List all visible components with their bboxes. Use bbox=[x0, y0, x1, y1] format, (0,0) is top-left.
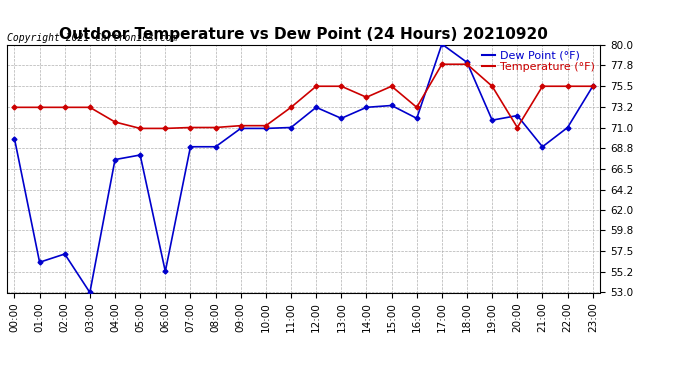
Temperature (°F) bbox=[564, 84, 572, 88]
Temperature (°F) bbox=[211, 125, 219, 130]
Dew Point (°F) bbox=[237, 126, 245, 130]
Dew Point (°F) bbox=[262, 126, 270, 130]
Dew Point (°F) bbox=[186, 144, 195, 149]
Temperature (°F) bbox=[362, 95, 371, 99]
Text: Copyright 2021 Cartronics.com: Copyright 2021 Cartronics.com bbox=[7, 33, 177, 42]
Temperature (°F) bbox=[111, 120, 119, 124]
Temperature (°F) bbox=[513, 125, 522, 130]
Dew Point (°F) bbox=[136, 153, 144, 157]
Temperature (°F) bbox=[388, 84, 396, 88]
Title: Outdoor Temperature vs Dew Point (24 Hours) 20210920: Outdoor Temperature vs Dew Point (24 Hou… bbox=[59, 27, 548, 42]
Dew Point (°F) bbox=[61, 252, 69, 256]
Dew Point (°F) bbox=[538, 144, 546, 149]
Temperature (°F) bbox=[186, 125, 195, 130]
Dew Point (°F) bbox=[413, 116, 421, 121]
Temperature (°F) bbox=[538, 84, 546, 88]
Temperature (°F) bbox=[61, 105, 69, 110]
Temperature (°F) bbox=[287, 105, 295, 110]
Dew Point (°F) bbox=[437, 42, 446, 46]
Dew Point (°F) bbox=[312, 105, 320, 110]
Dew Point (°F) bbox=[86, 290, 94, 295]
Dew Point (°F) bbox=[111, 158, 119, 162]
Temperature (°F) bbox=[161, 126, 170, 130]
Temperature (°F) bbox=[312, 84, 320, 88]
Dew Point (°F) bbox=[463, 60, 471, 64]
Dew Point (°F) bbox=[589, 84, 597, 88]
Temperature (°F) bbox=[262, 123, 270, 128]
Dew Point (°F) bbox=[211, 144, 219, 149]
Temperature (°F) bbox=[437, 62, 446, 66]
Dew Point (°F) bbox=[564, 125, 572, 130]
Temperature (°F) bbox=[589, 84, 597, 88]
Temperature (°F) bbox=[488, 84, 496, 88]
Line: Temperature (°F): Temperature (°F) bbox=[12, 63, 595, 130]
Temperature (°F) bbox=[413, 105, 421, 110]
Dew Point (°F) bbox=[513, 113, 522, 118]
Legend: Dew Point (°F), Temperature (°F): Dew Point (°F), Temperature (°F) bbox=[482, 51, 595, 72]
Temperature (°F) bbox=[136, 126, 144, 130]
Temperature (°F) bbox=[35, 105, 43, 110]
Dew Point (°F) bbox=[388, 103, 396, 108]
Dew Point (°F) bbox=[35, 260, 43, 264]
Dew Point (°F) bbox=[287, 125, 295, 130]
Dew Point (°F) bbox=[362, 105, 371, 110]
Temperature (°F) bbox=[463, 62, 471, 66]
Temperature (°F) bbox=[10, 105, 19, 110]
Dew Point (°F) bbox=[161, 269, 170, 274]
Temperature (°F) bbox=[337, 84, 346, 88]
Temperature (°F) bbox=[86, 105, 94, 110]
Dew Point (°F) bbox=[337, 116, 346, 121]
Dew Point (°F) bbox=[10, 136, 19, 141]
Temperature (°F) bbox=[237, 123, 245, 128]
Dew Point (°F) bbox=[488, 118, 496, 122]
Line: Dew Point (°F): Dew Point (°F) bbox=[12, 42, 595, 294]
